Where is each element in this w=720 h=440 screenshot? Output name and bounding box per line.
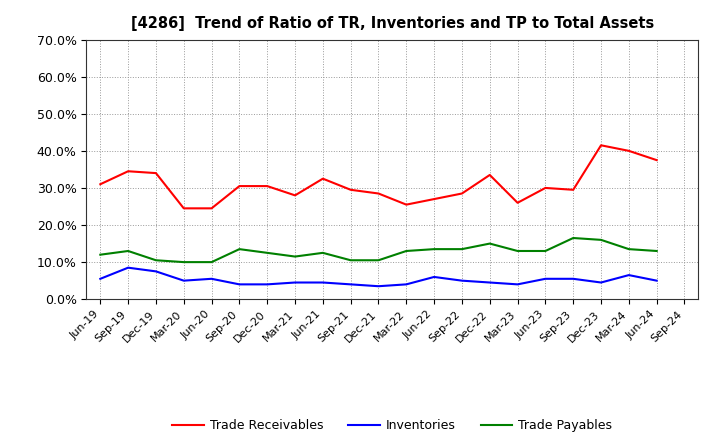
Trade Receivables xyxy=(402,202,410,207)
Inventories xyxy=(624,272,633,278)
Trade Payables xyxy=(458,246,467,252)
Trade Payables xyxy=(485,241,494,246)
Trade Payables xyxy=(263,250,271,256)
Legend: Trade Receivables, Inventories, Trade Payables: Trade Receivables, Inventories, Trade Pa… xyxy=(168,414,617,437)
Trade Payables xyxy=(96,252,104,257)
Line: Trade Payables: Trade Payables xyxy=(100,238,657,262)
Trade Receivables xyxy=(597,143,606,148)
Inventories xyxy=(513,282,522,287)
Trade Receivables xyxy=(458,191,467,196)
Inventories xyxy=(374,284,383,289)
Inventories xyxy=(597,280,606,285)
Line: Inventories: Inventories xyxy=(100,268,657,286)
Inventories xyxy=(485,280,494,285)
Trade Payables xyxy=(513,248,522,253)
Trade Receivables xyxy=(541,185,550,191)
Inventories xyxy=(430,274,438,279)
Trade Payables xyxy=(597,237,606,242)
Trade Payables xyxy=(179,260,188,265)
Inventories xyxy=(569,276,577,282)
Inventories xyxy=(235,282,243,287)
Inventories xyxy=(207,276,216,282)
Title: [4286]  Trend of Ratio of TR, Inventories and TP to Total Assets: [4286] Trend of Ratio of TR, Inventories… xyxy=(131,16,654,32)
Inventories xyxy=(291,280,300,285)
Trade Receivables xyxy=(430,196,438,202)
Inventories xyxy=(652,278,661,283)
Trade Payables xyxy=(652,248,661,253)
Line: Trade Receivables: Trade Receivables xyxy=(100,145,657,208)
Trade Payables xyxy=(346,258,355,263)
Trade Payables xyxy=(235,246,243,252)
Trade Receivables xyxy=(569,187,577,192)
Trade Receivables xyxy=(179,205,188,211)
Inventories xyxy=(402,282,410,287)
Inventories xyxy=(96,276,104,282)
Trade Payables xyxy=(291,254,300,259)
Trade Receivables xyxy=(513,200,522,205)
Trade Receivables xyxy=(624,148,633,154)
Trade Receivables xyxy=(346,187,355,192)
Trade Payables xyxy=(374,258,383,263)
Trade Payables xyxy=(207,260,216,265)
Trade Payables xyxy=(124,248,132,253)
Inventories xyxy=(263,282,271,287)
Trade Receivables xyxy=(318,176,327,181)
Trade Payables xyxy=(430,246,438,252)
Inventories xyxy=(458,278,467,283)
Trade Payables xyxy=(569,235,577,241)
Trade Receivables xyxy=(485,172,494,178)
Trade Payables xyxy=(402,248,410,253)
Inventories xyxy=(124,265,132,270)
Trade Receivables xyxy=(291,193,300,198)
Trade Receivables xyxy=(207,205,216,211)
Trade Payables xyxy=(541,248,550,253)
Inventories xyxy=(346,282,355,287)
Trade Payables xyxy=(318,250,327,256)
Inventories xyxy=(179,278,188,283)
Trade Receivables xyxy=(374,191,383,196)
Trade Receivables xyxy=(124,169,132,174)
Trade Receivables xyxy=(652,158,661,163)
Trade Receivables xyxy=(152,170,161,176)
Trade Receivables xyxy=(96,182,104,187)
Inventories xyxy=(152,269,161,274)
Trade Receivables xyxy=(263,183,271,189)
Inventories xyxy=(318,280,327,285)
Inventories xyxy=(541,276,550,282)
Trade Payables xyxy=(624,246,633,252)
Trade Receivables xyxy=(235,183,243,189)
Trade Payables xyxy=(152,258,161,263)
